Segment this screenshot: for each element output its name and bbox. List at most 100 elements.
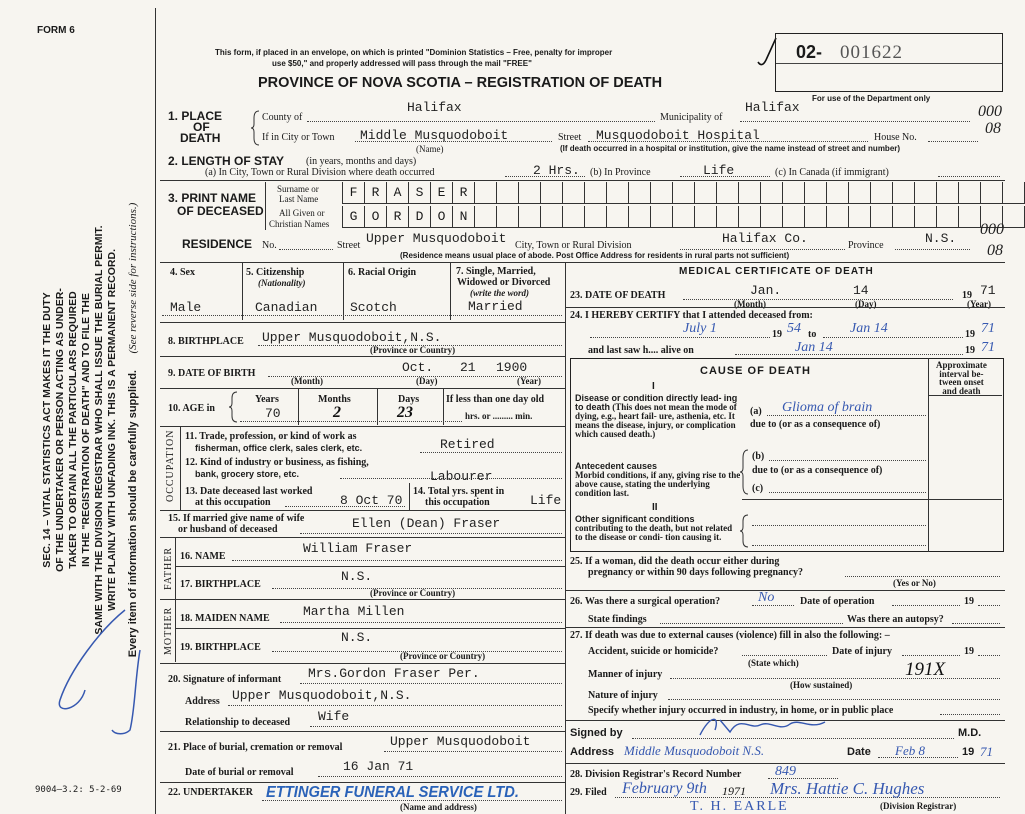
letter-cell[interactable]	[694, 182, 716, 203]
sex-value[interactable]: Male	[170, 300, 202, 315]
letter-cell[interactable]	[980, 206, 1002, 227]
letter-cell[interactable]	[606, 206, 628, 227]
attended-to-year[interactable]: 71	[981, 321, 995, 336]
surgical-operation-value[interactable]: No	[758, 590, 775, 605]
stay-city-value[interactable]: 2 Hrs.	[533, 163, 580, 178]
dod-year-value[interactable]: 71	[980, 283, 996, 298]
letter-cell[interactable]	[606, 182, 628, 203]
letter-cell[interactable]	[716, 182, 738, 203]
letter-cell[interactable]	[738, 206, 760, 227]
dob-day-value[interactable]: 21	[460, 360, 476, 375]
cause-a-value[interactable]: Glioma of brain	[782, 400, 873, 415]
mother-name-value[interactable]: Martha Millen	[303, 604, 405, 619]
last-saw-year[interactable]: 71	[981, 340, 995, 355]
letter-cell[interactable]	[496, 206, 518, 227]
years-value[interactable]: 70	[265, 406, 281, 421]
residence-province-value[interactable]: N.S.	[925, 231, 957, 246]
certification-year-value[interactable]: 71	[980, 744, 993, 759]
letter-cell[interactable]	[782, 206, 804, 227]
relationship-value[interactable]: Wife	[318, 709, 350, 724]
letter-cell[interactable]	[584, 182, 606, 203]
letter-cell[interactable]	[892, 206, 914, 227]
letter-cell[interactable]: O	[364, 206, 386, 227]
letter-cell[interactable]	[562, 206, 584, 227]
record-number-value[interactable]: 849	[775, 764, 796, 779]
letter-cell[interactable]	[474, 182, 496, 203]
industry-value[interactable]: Labourer	[430, 469, 493, 484]
letter-cell[interactable]: R	[364, 182, 386, 203]
letter-cell[interactable]	[518, 182, 540, 203]
burial-place-value[interactable]: Upper Musquodoboit	[390, 734, 531, 749]
letter-cell[interactable]: D	[408, 206, 430, 227]
birthplace-value[interactable]: Upper Musquodoboit,N.S.	[262, 330, 442, 345]
days-value[interactable]: 23	[397, 404, 413, 421]
dod-month-value[interactable]: Jan.	[750, 283, 782, 298]
letter-cell[interactable]	[914, 206, 936, 227]
letter-cell[interactable]	[980, 182, 1002, 203]
letter-cell[interactable]	[694, 206, 716, 227]
informant-signature-value[interactable]: Mrs.Gordon Fraser Per.	[308, 666, 480, 681]
attended-from-date[interactable]: July 1	[683, 321, 717, 336]
letter-cell[interactable]	[518, 206, 540, 227]
residence-street-value[interactable]: Upper Musquodoboit	[366, 231, 507, 246]
letter-cell[interactable]	[650, 182, 672, 203]
burial-date-value[interactable]: 16 Jan 71	[343, 759, 414, 774]
letter-cell[interactable]	[628, 206, 650, 227]
letter-cell[interactable]	[892, 182, 914, 203]
physician-address-value[interactable]: Middle Musquodoboit N.S.	[624, 743, 765, 758]
citizenship-value[interactable]: Canadian	[255, 300, 318, 315]
letter-cell[interactable]	[848, 206, 870, 227]
letter-cell[interactable]	[958, 182, 980, 203]
informant-address-value[interactable]: Upper Musquodoboit,N.S.	[232, 688, 412, 703]
last-worked-value[interactable]: 8 Oct 70	[340, 493, 403, 508]
letter-cell[interactable]: N	[452, 206, 474, 227]
letter-cell[interactable]	[1002, 182, 1024, 203]
street-value[interactable]: Musquodoboit Hospital	[596, 128, 760, 143]
trade-value[interactable]: Retired	[440, 437, 495, 452]
spouse-value[interactable]: Ellen (Dean) Fraser	[352, 516, 501, 531]
letter-cell[interactable]	[936, 206, 958, 227]
last-saw-date[interactable]: Jan 14	[795, 340, 833, 355]
letter-cell[interactable]	[870, 206, 892, 227]
letter-cell[interactable]	[738, 182, 760, 203]
months-value[interactable]: 2	[333, 404, 341, 421]
letter-cell[interactable]: S	[408, 182, 430, 203]
certification-date-value[interactable]: Feb 8	[895, 743, 925, 758]
letter-cell[interactable]	[540, 206, 562, 227]
residence-city-value[interactable]: Halifax Co.	[722, 231, 808, 246]
letter-cell[interactable]: F	[342, 182, 364, 203]
letter-cell[interactable]	[826, 206, 848, 227]
letter-cell[interactable]	[914, 182, 936, 203]
dob-month-value[interactable]: Oct.	[402, 360, 434, 375]
letter-cell[interactable]	[804, 206, 826, 227]
letter-cell[interactable]	[1002, 206, 1024, 227]
letter-cell[interactable]	[804, 182, 826, 203]
letter-cell[interactable]: E	[430, 182, 452, 203]
letter-cell[interactable]	[628, 182, 650, 203]
mother-birthplace-value[interactable]: N.S.	[341, 630, 373, 645]
letter-cell[interactable]: G	[342, 206, 364, 227]
letter-cell[interactable]: R	[386, 206, 408, 227]
county-value[interactable]: Halifax	[407, 100, 462, 115]
letter-cell[interactable]: A	[386, 182, 408, 203]
letter-cell[interactable]	[672, 206, 694, 227]
filed-year-value[interactable]: 1971	[722, 784, 746, 798]
letter-cell[interactable]	[496, 182, 518, 203]
letter-cell[interactable]	[760, 206, 782, 227]
attended-from-year[interactable]: 54	[787, 321, 801, 336]
letter-cell[interactable]	[848, 182, 870, 203]
racial-origin-value[interactable]: Scotch	[350, 300, 397, 315]
marital-status-value[interactable]: Married	[468, 299, 523, 314]
letter-cell[interactable]	[958, 206, 980, 227]
letter-cell[interactable]	[936, 182, 958, 203]
letter-cell[interactable]	[584, 206, 606, 227]
letter-cell[interactable]	[672, 182, 694, 203]
letter-cell[interactable]	[826, 182, 848, 203]
total-years-value[interactable]: Life	[530, 493, 562, 508]
dob-year-value[interactable]: 1900	[496, 360, 528, 375]
letter-cell[interactable]	[716, 206, 738, 227]
letter-cell[interactable]: R	[452, 182, 474, 203]
dod-day-value[interactable]: 14	[853, 283, 869, 298]
